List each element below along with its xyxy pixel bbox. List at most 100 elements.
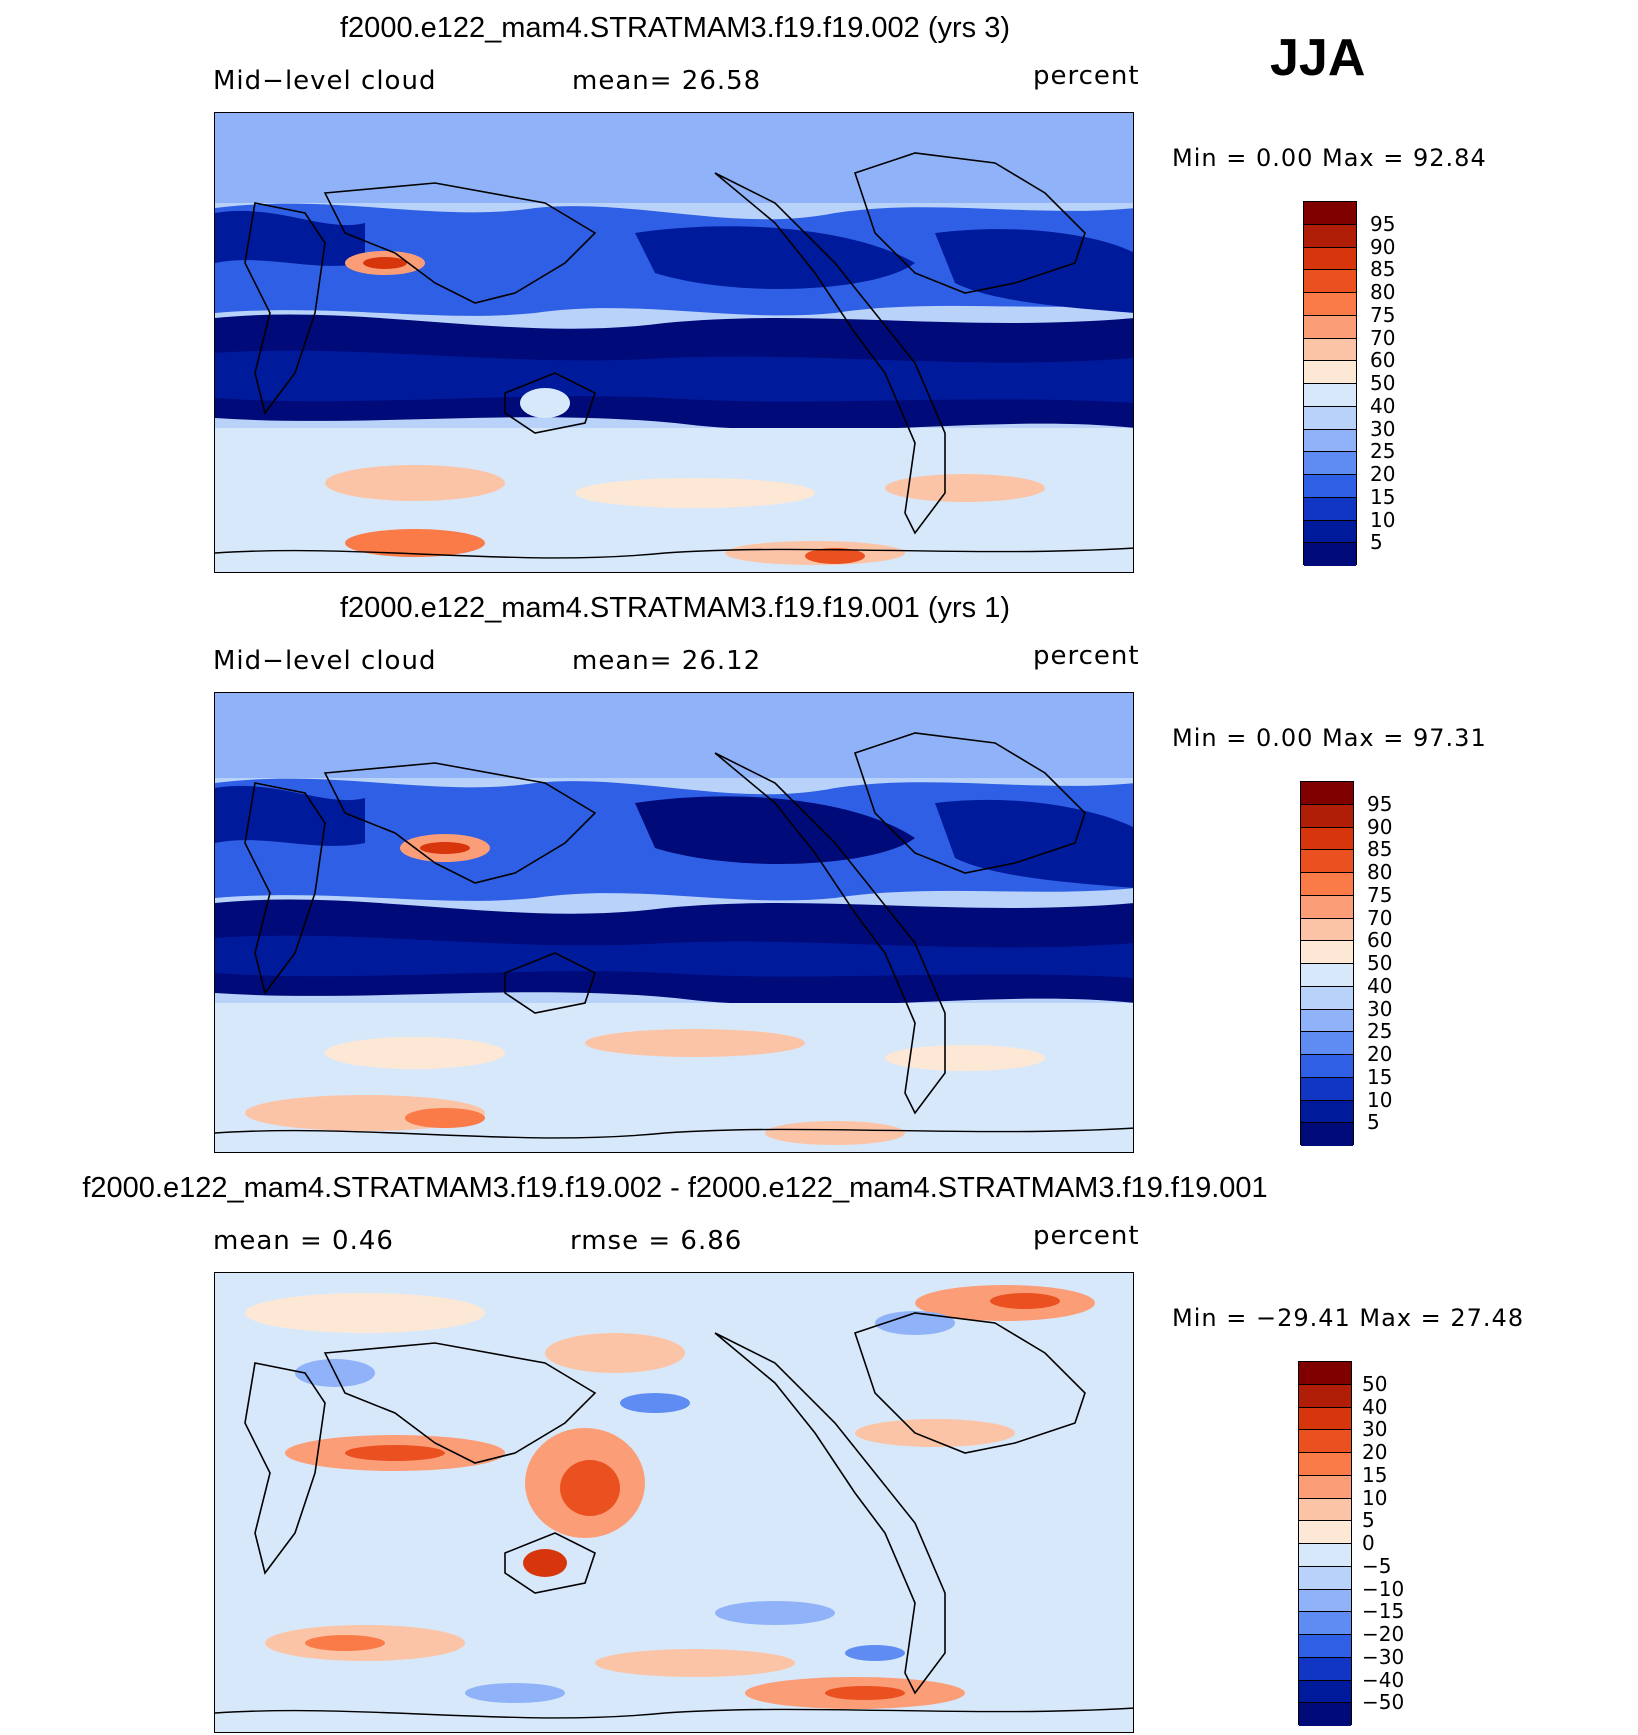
colorbar-tick-label: 95 (1367, 791, 1393, 816)
colorbar-tick-label: 50 (1370, 371, 1396, 395)
colorbar-tick-label: 0 (1362, 1531, 1375, 1555)
colorbar-tick-label: 60 (1370, 348, 1396, 373)
season-label: JJA (1270, 29, 1366, 87)
colorbar-swatch (1301, 782, 1353, 805)
panel-2-mean-label: mean= 26.12 (572, 646, 762, 676)
colorbar-swatch (1304, 543, 1356, 566)
colorbar-swatch (1299, 1544, 1351, 1567)
colorbar-tick-label: 85 (1370, 257, 1396, 282)
colorbar-swatch (1299, 1407, 1351, 1431)
colorbar-swatch (1301, 895, 1353, 919)
colorbar-swatch (1299, 1384, 1351, 1408)
colorbar-swatch (1301, 1123, 1353, 1146)
colorbar-tick-label: 90 (1370, 234, 1396, 259)
colorbar-swatch (1301, 850, 1353, 873)
colorbar-tick-label: 15 (1367, 1064, 1393, 1089)
panel-3-rmse-label: rmse = 6.86 (570, 1226, 743, 1256)
colorbar-swatch (1301, 1077, 1353, 1101)
panel-2-minmax: Min = 0.00 Max = 97.31 (1172, 724, 1487, 752)
colorbar-swatch (1304, 452, 1356, 475)
colorbar-tick-label: 10 (1370, 507, 1396, 532)
colorbar-swatch (1299, 1657, 1351, 1681)
colorbar-tick-label: −10 (1362, 1576, 1405, 1601)
panel-1-mean-label: mean= 26.58 (572, 66, 762, 96)
panel-1-colorbar (1303, 201, 1357, 566)
colorbar-swatch (1301, 1009, 1353, 1033)
colorbar-swatch (1299, 1362, 1351, 1385)
colorbar-tick-label: 85 (1367, 837, 1393, 862)
panel-3-map (214, 1272, 1134, 1733)
colorbar-tick-label: −30 (1362, 1644, 1405, 1669)
colorbar-swatch (1301, 941, 1353, 964)
panel-2-title: f2000.e122_mam4.STRATMAM3.f19.f19.001 (y… (340, 592, 1010, 624)
colorbar-tick-label: 90 (1367, 814, 1393, 839)
panel-1-map (214, 112, 1134, 573)
colorbar-swatch (1301, 873, 1353, 896)
panel-1-variable-label: Mid−level cloud (213, 66, 437, 96)
colorbar-tick-label: 75 (1370, 302, 1396, 327)
colorbar-swatch (1299, 1703, 1351, 1726)
colorbar-swatch (1304, 520, 1356, 544)
colorbar-tick-label: 80 (1367, 860, 1393, 884)
panel-3-title: f2000.e122_mam4.STRATMAM3.f19.f19.002 - … (82, 1172, 1268, 1204)
colorbar-tick-label: 15 (1370, 484, 1396, 509)
colorbar-tick-label: 15 (1362, 1462, 1388, 1487)
colorbar-swatch (1304, 475, 1356, 498)
colorbar-tick-label: 30 (1370, 416, 1396, 441)
colorbar-tick-label: 20 (1362, 1440, 1388, 1464)
colorbar-tick-label: 5 (1370, 530, 1383, 555)
colorbar-swatch (1299, 1635, 1351, 1658)
colorbar-swatch (1304, 384, 1356, 407)
panel-2-map-canvas (215, 693, 1133, 1152)
colorbar-swatch (1301, 918, 1353, 942)
colorbar-swatch (1299, 1589, 1351, 1613)
colorbar-tick-label: −5 (1362, 1553, 1392, 1578)
colorbar-swatch (1304, 497, 1356, 521)
colorbar-swatch (1301, 1055, 1353, 1078)
colorbar-tick-label: 95 (1370, 211, 1396, 236)
panel-1-minmax: Min = 0.00 Max = 92.84 (1172, 144, 1487, 172)
colorbar-tick-label: −50 (1362, 1690, 1405, 1715)
panel-2-variable-label: Mid−level cloud (213, 646, 437, 676)
panel-1-title: f2000.e122_mam4.STRATMAM3.f19.f19.002 (y… (340, 12, 1010, 44)
colorbar-swatch (1304, 315, 1356, 339)
colorbar-swatch (1299, 1521, 1351, 1544)
colorbar-tick-label: 50 (1362, 1371, 1388, 1396)
colorbar-swatch (1299, 1566, 1351, 1590)
colorbar-swatch (1304, 406, 1356, 430)
colorbar-tick-label: 70 (1370, 325, 1396, 350)
colorbar-tick-label: 50 (1367, 951, 1393, 975)
colorbar-tick-label: 75 (1367, 882, 1393, 907)
colorbar-swatch (1304, 338, 1356, 362)
panel-3-minmax: Min = −29.41 Max = 27.48 (1172, 1304, 1525, 1332)
colorbar-swatch (1304, 361, 1356, 384)
colorbar-swatch (1299, 1498, 1351, 1522)
colorbar-tick-label: 30 (1362, 1417, 1388, 1442)
colorbar-tick-label: 40 (1362, 1394, 1388, 1419)
colorbar-swatch (1301, 1100, 1353, 1124)
colorbar-swatch (1301, 986, 1353, 1010)
panel-3-units-label: percent (1033, 1221, 1140, 1251)
colorbar-swatch (1304, 293, 1356, 316)
colorbar-tick-label: 20 (1367, 1042, 1393, 1066)
colorbar-swatch (1299, 1475, 1351, 1499)
panel-1-map-canvas (215, 113, 1133, 572)
colorbar-tick-label: 5 (1362, 1508, 1375, 1533)
colorbar-swatch (1299, 1430, 1351, 1453)
colorbar-tick-label: 20 (1370, 462, 1396, 486)
colorbar-swatch (1304, 270, 1356, 293)
colorbar-tick-label: 10 (1367, 1087, 1393, 1112)
colorbar-swatch (1304, 224, 1356, 248)
colorbar-tick-label: 5 (1367, 1110, 1380, 1135)
colorbar-swatch (1299, 1680, 1351, 1704)
colorbar-tick-label: −20 (1362, 1622, 1405, 1646)
colorbar-swatch (1304, 429, 1356, 453)
colorbar-swatch (1304, 202, 1356, 225)
panel-1-units-label: percent (1033, 61, 1140, 91)
colorbar-swatch (1301, 1032, 1353, 1055)
colorbar-tick-label: 60 (1367, 928, 1393, 953)
colorbar-tick-label: 25 (1367, 1019, 1393, 1044)
colorbar-swatch (1301, 804, 1353, 828)
colorbar-tick-label: 40 (1367, 973, 1393, 998)
colorbar-tick-label: 80 (1370, 280, 1396, 304)
